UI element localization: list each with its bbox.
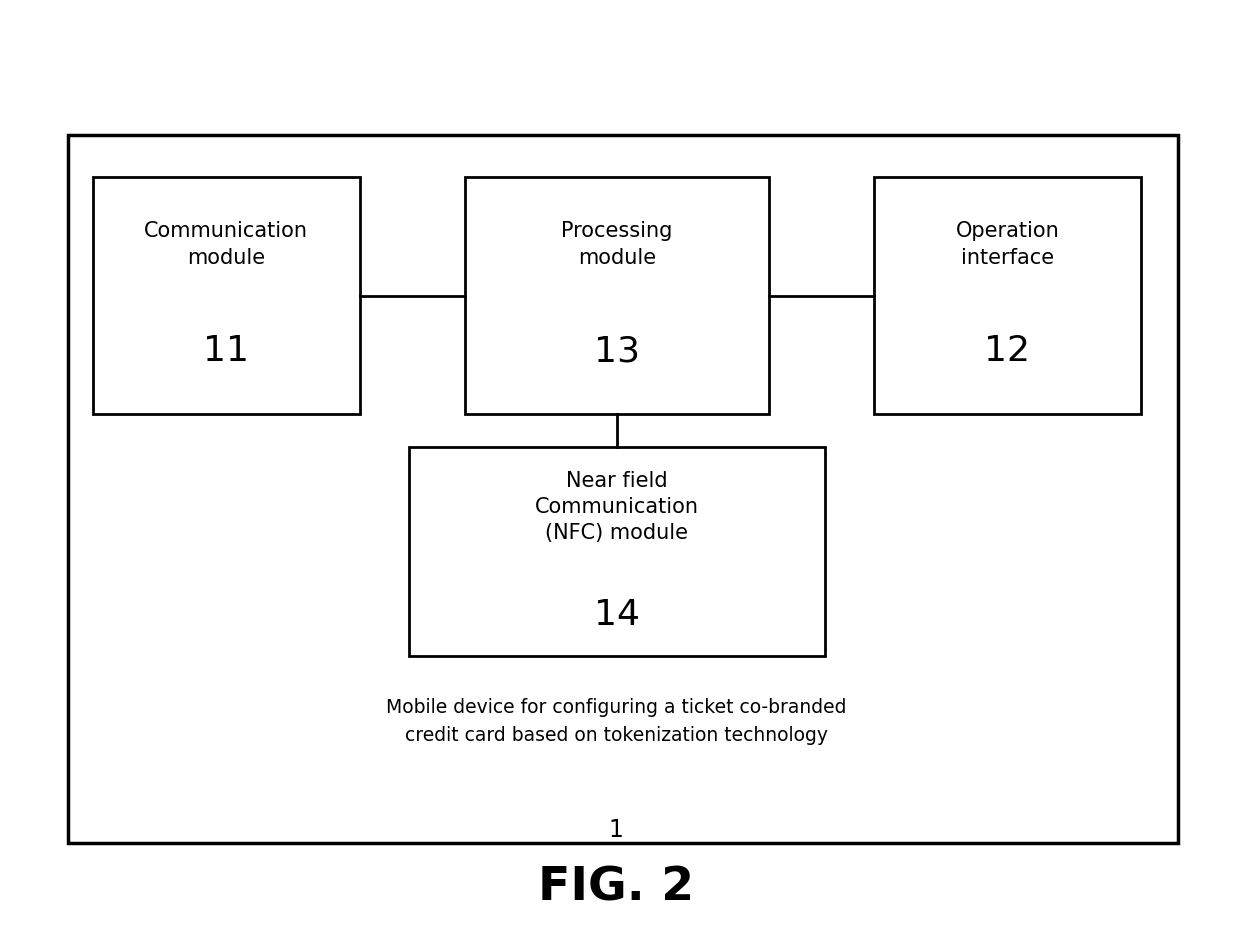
Text: Mobile device for configuring a ticket co-branded
credit card based on tokenizat: Mobile device for configuring a ticket c… xyxy=(386,698,847,745)
Text: FIG. 2: FIG. 2 xyxy=(538,866,694,911)
Text: 1: 1 xyxy=(609,818,624,843)
Text: Operation
interface: Operation interface xyxy=(956,222,1059,267)
Text: 13: 13 xyxy=(594,334,640,369)
Text: Near field
Communication
(NFC) module: Near field Communication (NFC) module xyxy=(534,470,699,544)
Bar xyxy=(465,177,769,414)
Text: 11: 11 xyxy=(203,334,249,369)
Bar xyxy=(68,135,1178,843)
Text: 14: 14 xyxy=(594,598,640,632)
Text: 12: 12 xyxy=(985,334,1030,369)
Bar xyxy=(93,177,360,414)
Bar xyxy=(409,447,825,656)
Text: Processing
module: Processing module xyxy=(562,222,672,267)
Text: Communication
module: Communication module xyxy=(144,222,309,267)
Bar xyxy=(874,177,1141,414)
